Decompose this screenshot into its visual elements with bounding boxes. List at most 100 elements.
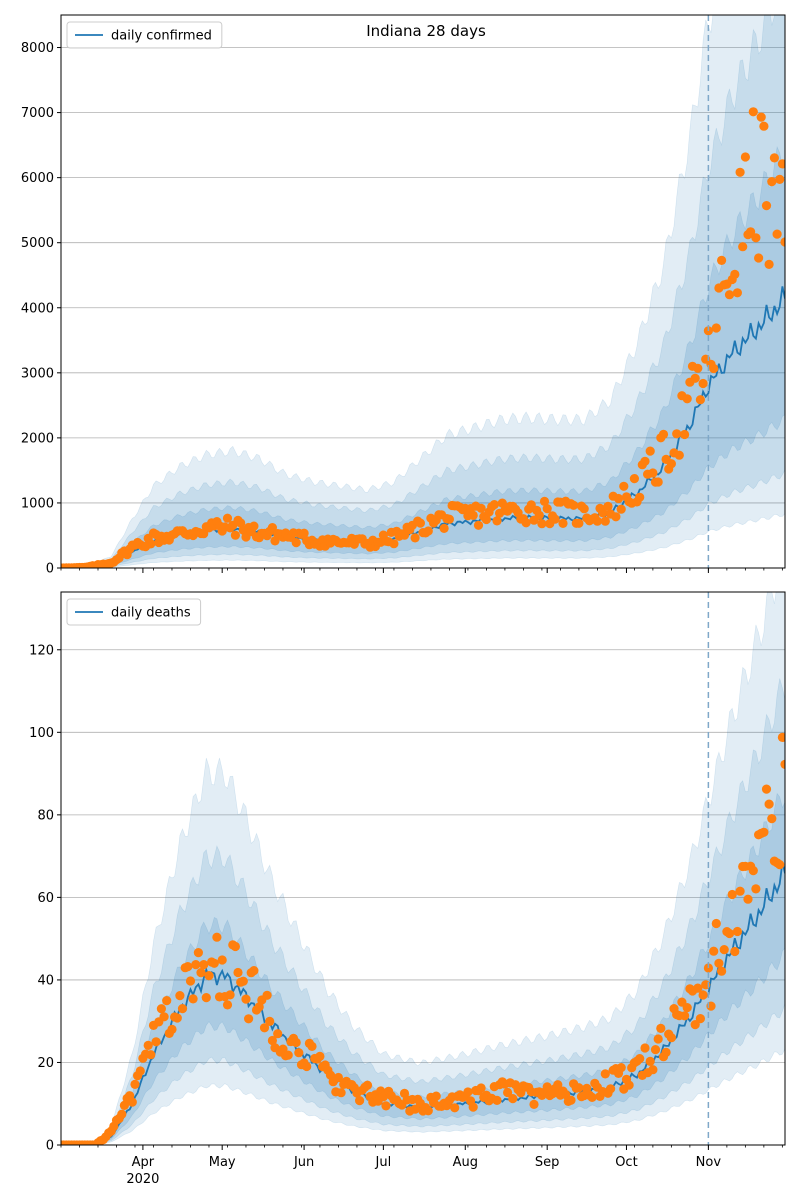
observed-point	[117, 1109, 127, 1119]
observed-point	[672, 429, 682, 439]
observed-point	[648, 468, 658, 478]
observed-point	[730, 946, 740, 957]
observed-point	[775, 174, 785, 184]
observed-point	[682, 394, 692, 404]
observed-point	[481, 514, 491, 525]
y-tick-label: 0	[46, 562, 54, 577]
observed-point	[222, 513, 233, 523]
observed-point	[336, 1088, 346, 1098]
confirmed-observed-points	[61, 107, 785, 568]
observed-point	[740, 152, 751, 162]
uncertainty-band	[61, 678, 785, 1145]
observed-point	[225, 990, 235, 1000]
observed-point	[751, 233, 761, 243]
observed-point	[653, 477, 663, 487]
observed-point	[709, 363, 719, 374]
observed-point	[529, 1099, 539, 1109]
observed-point	[611, 512, 621, 522]
y-tick-label: 1000	[21, 496, 54, 511]
y-tick-label: 8000	[21, 41, 54, 56]
observed-point	[640, 456, 650, 466]
observed-point	[119, 1100, 129, 1110]
observed-point	[717, 255, 727, 265]
observed-point	[489, 500, 499, 510]
observed-point	[629, 474, 640, 484]
y-tick-label: 4000	[21, 301, 54, 316]
observed-point	[291, 1037, 301, 1048]
observed-point	[492, 516, 502, 526]
observed-point	[693, 363, 703, 373]
observed-point	[777, 732, 785, 742]
observed-point	[262, 990, 272, 1000]
observed-point	[724, 290, 735, 300]
observed-point	[574, 1083, 584, 1093]
observed-point	[212, 932, 222, 942]
observed-point	[600, 516, 610, 526]
deaths-legend-box	[66, 598, 202, 626]
observed-point	[550, 514, 560, 524]
observed-point	[230, 941, 240, 952]
observed-point	[196, 968, 206, 978]
observed-point	[283, 1050, 293, 1060]
observed-point	[333, 1072, 343, 1083]
observed-point	[476, 1083, 486, 1093]
observed-point	[162, 996, 172, 1006]
y-tick-label: 3000	[21, 366, 54, 381]
observed-point	[193, 948, 203, 958]
observed-point	[444, 514, 454, 524]
observed-point	[254, 1002, 264, 1012]
observed-point	[650, 1045, 661, 1055]
observed-point	[780, 759, 785, 769]
observed-point	[423, 1106, 433, 1116]
observed-point	[603, 501, 613, 511]
deaths-axes-frame	[60, 591, 786, 1146]
y-tick-label: 2000	[21, 431, 54, 446]
observed-point	[508, 1094, 518, 1104]
observed-point	[709, 946, 719, 956]
observed-point	[222, 1000, 233, 1010]
observed-point	[410, 533, 420, 543]
observed-point	[476, 503, 486, 513]
observed-point	[645, 446, 655, 456]
x-tick-label: Apr	[132, 1155, 155, 1170]
observed-point	[191, 960, 201, 970]
x-tick-label: Oct	[615, 1155, 637, 1170]
observed-point	[294, 1048, 304, 1058]
observed-point	[183, 962, 193, 972]
observed-point	[635, 492, 645, 502]
axes-frame	[60, 591, 786, 1146]
observed-point	[693, 983, 703, 993]
observed-point	[730, 269, 740, 279]
observed-point	[769, 153, 780, 163]
observed-point	[772, 229, 782, 239]
confirmed-grid	[61, 47, 785, 569]
observed-point	[714, 958, 724, 968]
observed-point	[355, 1096, 365, 1106]
observed-point	[410, 1104, 420, 1114]
observed-point	[315, 1051, 325, 1061]
deaths-legend: daily deaths	[66, 598, 202, 626]
observed-point	[146, 1050, 156, 1060]
observed-point	[764, 799, 774, 809]
observed-point	[682, 1003, 692, 1013]
y-tick-label: 60	[37, 891, 54, 906]
observed-point	[746, 227, 756, 237]
observed-point	[492, 1095, 502, 1105]
observed-point	[754, 253, 764, 263]
uncertainty-band	[61, 15, 785, 568]
observed-point	[727, 889, 737, 900]
observed-point	[539, 496, 550, 506]
observed-point	[130, 1079, 140, 1089]
observed-point	[759, 827, 769, 837]
observed-point	[711, 918, 721, 929]
observed-point	[732, 288, 743, 298]
confirmed-legend-box	[66, 21, 223, 49]
observed-point	[640, 1043, 650, 1053]
observed-point	[542, 504, 552, 514]
observed-point	[177, 1004, 188, 1014]
axes-frame	[60, 14, 786, 569]
confirmed-panel: 0 1000 2000 3000 4000 5000 6000 7000 8000 daily …	[21, 14, 786, 577]
observed-point	[767, 814, 777, 824]
observed-point	[616, 504, 626, 514]
observed-point	[569, 500, 579, 510]
